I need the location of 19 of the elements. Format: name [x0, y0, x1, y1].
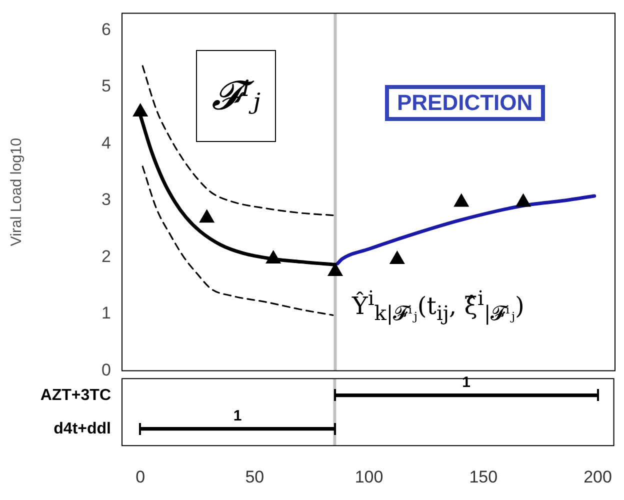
- y-tick-label: 6: [102, 20, 111, 39]
- annotation: PREDICTION: [385, 85, 545, 121]
- y-tick-label: 3: [102, 190, 111, 210]
- y-tick-label: AZT+3TC: [40, 386, 112, 404]
- y-tick-label: 2: [102, 246, 111, 266]
- x-tick-label: 50: [245, 467, 264, 486]
- y-tick-label: 0: [102, 360, 111, 380]
- x-tick-label: 200: [584, 467, 612, 486]
- y-tick-label: d4t+ddl: [54, 420, 111, 438]
- annotation: 1: [233, 407, 242, 424]
- annotation: 𝓕ⁱⱼ: [196, 50, 276, 142]
- x-tick-label: 100: [354, 467, 384, 486]
- y-tick-label: 5: [102, 76, 111, 96]
- y-axis-title: Viral Load log10: [8, 138, 26, 246]
- text: Ŷ$^{i}$$_{k|𝓕ⁱⱼ}$(t$_{ij}$, ξ̂$^{i}$$_{|𝓕ⁱⱼ}$): [352, 286, 524, 325]
- y-tick-label: 4: [102, 133, 111, 152]
- y-tick-label: 1: [102, 304, 111, 323]
- x-tick-label: 150: [469, 467, 498, 486]
- x-tick-label: 0: [136, 467, 146, 486]
